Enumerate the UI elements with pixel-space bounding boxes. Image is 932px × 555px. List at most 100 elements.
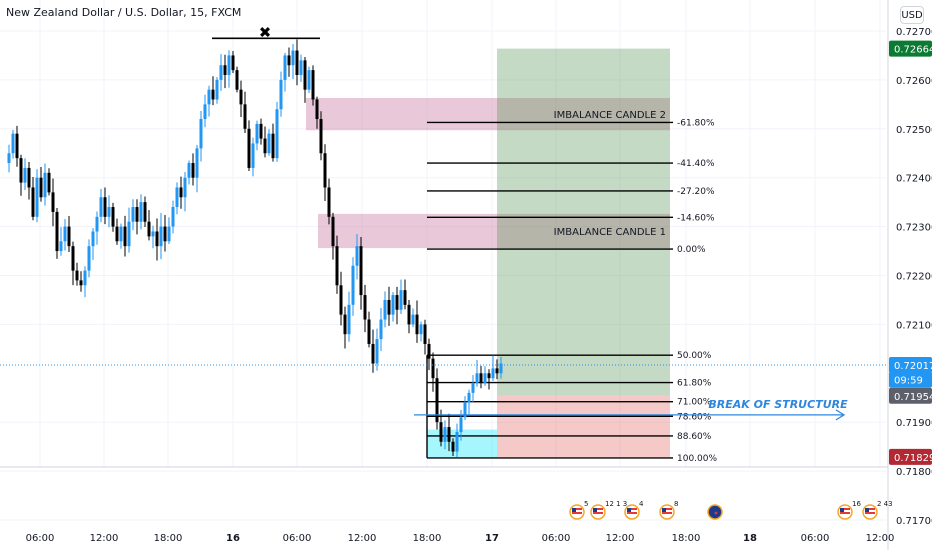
event-count: 4	[639, 500, 644, 508]
price-badge-label: 0.71829	[894, 453, 932, 464]
price-badge	[889, 40, 932, 57]
candle-body	[487, 373, 491, 379]
candle-body	[391, 295, 395, 315]
candle-body	[119, 226, 123, 242]
event-marker: 2 43	[862, 500, 893, 520]
candle-body	[63, 226, 67, 242]
candle-body	[187, 163, 191, 178]
fib-label: 78.60%	[677, 412, 712, 422]
zones-layer: IMBALANCE CANDLE 2 IMBALANCE CANDLE 1	[306, 48, 670, 457]
fib-label: -61.80%	[677, 118, 715, 128]
candle-body	[171, 207, 175, 227]
candle-body	[295, 50, 299, 76]
candle-body	[355, 246, 359, 266]
candle-body	[159, 226, 163, 247]
bos-arrow-head-icon	[835, 409, 846, 421]
event-count: 8	[674, 500, 678, 508]
flag-stripe	[662, 508, 672, 510]
candle-body	[335, 246, 339, 286]
candle-body	[443, 427, 447, 442]
time-tick-label: 18:00	[154, 533, 183, 544]
candle-body	[479, 373, 483, 384]
candle-body	[383, 299, 387, 320]
time-tick-label: 12:00	[348, 533, 377, 544]
candle-body	[255, 123, 259, 144]
candle-body	[363, 295, 367, 320]
candle-body	[75, 270, 79, 281]
fib-label: 61.80%	[677, 379, 712, 389]
cross-mark-icon: ✖	[259, 23, 272, 41]
candle-body	[39, 177, 43, 198]
candle-body	[71, 246, 75, 271]
candle-body	[107, 207, 111, 217]
candle-body	[47, 172, 51, 193]
zone-label-imbalance-candle-1: IMBALANCE CANDLE 1	[554, 227, 666, 238]
candle-body	[259, 123, 263, 139]
candle-body	[483, 373, 487, 384]
candle-body	[379, 319, 383, 340]
event-marker: 12 1 3	[590, 500, 627, 520]
candle-body	[7, 153, 11, 164]
candle-body	[327, 187, 331, 217]
candle-body	[275, 109, 279, 159]
candle-body	[55, 211, 59, 252]
time-tick-label: 16	[226, 533, 240, 544]
event-marker: 4	[624, 500, 644, 520]
candle-body	[371, 343, 375, 364]
candle-body	[191, 163, 195, 178]
candle-body	[203, 104, 207, 120]
candle-body	[267, 133, 271, 154]
candle-body	[139, 202, 143, 222]
candle-body	[127, 221, 131, 247]
price-badge	[889, 448, 932, 465]
candle-body	[347, 304, 351, 335]
candle-body	[95, 216, 99, 232]
candle-body	[231, 55, 235, 71]
candle-body	[351, 265, 355, 305]
fib-label: -27.20%	[677, 187, 715, 197]
candle-body	[315, 99, 319, 120]
event-count: 2 43	[877, 500, 893, 508]
candle-body	[219, 65, 223, 80]
time-tick-label: 18	[743, 533, 757, 544]
fib-label: 50.00%	[677, 351, 712, 361]
candle-body	[303, 60, 307, 90]
candle-body	[419, 324, 423, 335]
flag-stripe	[593, 508, 603, 510]
candle-body	[435, 378, 439, 423]
candle-body	[163, 226, 167, 242]
price-badge-label: 09:59	[894, 376, 923, 387]
candle-body	[307, 70, 311, 90]
price-badge-label: 0.72017	[894, 361, 932, 372]
annotation-layer: ✖ BREAK OF STRUCTURE	[0, 23, 886, 421]
candle-body	[287, 55, 291, 66]
candle-body	[235, 70, 239, 90]
zone-imbalance-candle-2	[306, 97, 670, 131]
fib-label: -14.60%	[677, 213, 715, 223]
event-marker	[707, 504, 723, 520]
zone-stop-zone	[497, 395, 670, 457]
candle-body	[387, 299, 391, 315]
flag-stripe	[572, 512, 582, 514]
candle-body	[415, 314, 419, 335]
flag-stripe	[662, 512, 672, 514]
currency-button[interactable]: USD	[900, 6, 924, 24]
candle-body	[183, 177, 187, 198]
fib-layer: -61.80% -41.40% -27.20% -14.60% 0.00% 50.00% 6…	[426, 118, 717, 464]
price-badge	[889, 387, 932, 404]
candle-body	[343, 314, 347, 335]
candle-body	[207, 89, 211, 105]
flag-canton	[865, 508, 869, 512]
candle-body	[27, 167, 31, 188]
candle-body	[271, 133, 275, 159]
candle-body	[227, 55, 231, 76]
candle-body	[147, 221, 151, 237]
candle-body	[411, 314, 415, 325]
flag-stripe	[593, 512, 603, 514]
